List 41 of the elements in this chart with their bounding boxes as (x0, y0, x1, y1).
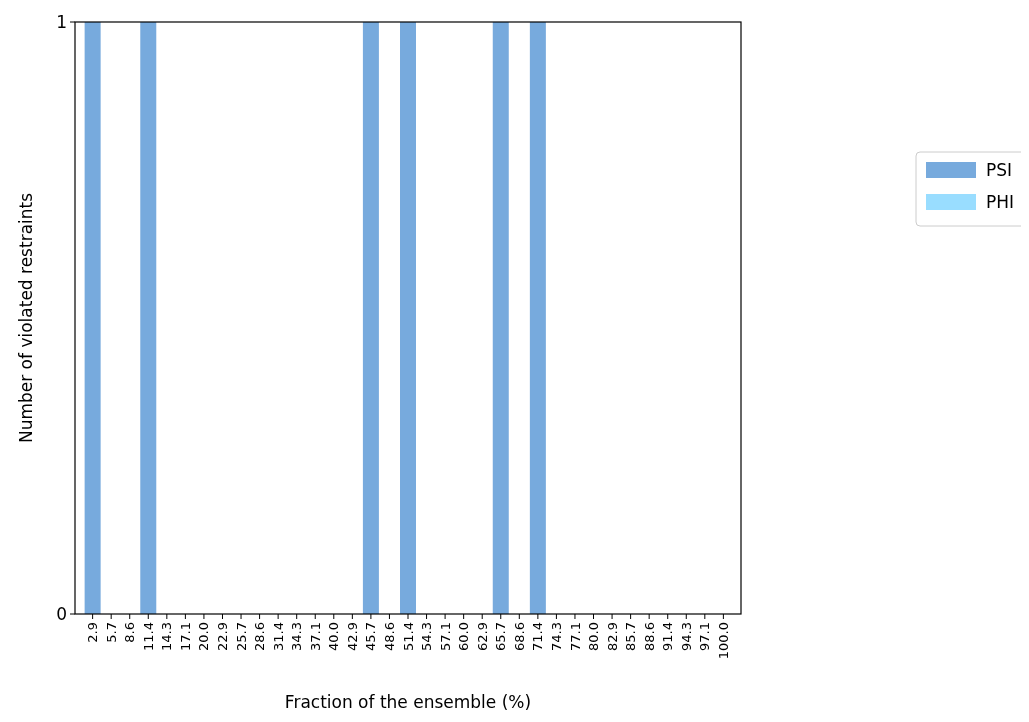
x-tick-label: 54.3 (419, 622, 435, 651)
x-tick-label: 34.3 (289, 622, 305, 651)
x-tick-label: 51.4 (400, 622, 416, 651)
x-tick-label: 25.7 (233, 622, 249, 651)
legend-label: PHI (986, 191, 1015, 212)
x-tick-label: 20.0 (196, 622, 212, 651)
x-tick-label: 100.0 (715, 622, 731, 660)
legend-label: PSI (986, 159, 1013, 180)
x-tick-label: 14.3 (159, 622, 175, 651)
x-tick-label: 97.1 (697, 622, 713, 651)
x-tick-label: 74.3 (548, 622, 564, 651)
y-tick-label: 0 (56, 603, 67, 624)
x-tick-label: 91.4 (660, 622, 676, 651)
x-tick-label: 65.7 (493, 622, 509, 651)
x-tick-label: 60.0 (456, 622, 472, 651)
x-tick-label: 45.7 (363, 622, 379, 651)
x-tick-label: 57.1 (437, 622, 453, 651)
x-tick-label: 82.9 (604, 622, 620, 651)
y-tick-label: 1 (56, 11, 67, 32)
x-tick-label: 37.1 (307, 622, 323, 651)
x-tick-label: 8.6 (122, 622, 138, 643)
x-axis-title: Fraction of the ensemble (%) (284, 692, 532, 712)
x-tick-label: 40.0 (326, 622, 342, 651)
x-tick-label: 62.9 (474, 622, 490, 651)
x-tick-label: 85.7 (623, 622, 639, 651)
x-tick-label: 94.3 (678, 622, 694, 651)
x-tick-label: 5.7 (103, 622, 119, 643)
x-tick-label: 11.4 (140, 622, 156, 651)
x-tick-label: 42.9 (344, 622, 360, 651)
x-tick-label: 28.6 (252, 622, 268, 651)
y-axis-title: Number of violated restraints (15, 192, 36, 444)
x-tick-label: 31.4 (270, 622, 286, 651)
x-tick-label: 80.0 (586, 622, 602, 651)
x-tick-label: 48.6 (382, 622, 397, 651)
x-tick-label: 68.6 (511, 622, 527, 651)
x-tick-label: 71.4 (530, 622, 546, 651)
x-tick-label: 77.1 (567, 622, 583, 651)
x-tick-label: 2.9 (85, 622, 101, 643)
x-tick-label: 88.6 (641, 622, 657, 651)
x-tick-label: 17.1 (177, 622, 193, 651)
x-tick-label: 22.9 (215, 622, 231, 651)
